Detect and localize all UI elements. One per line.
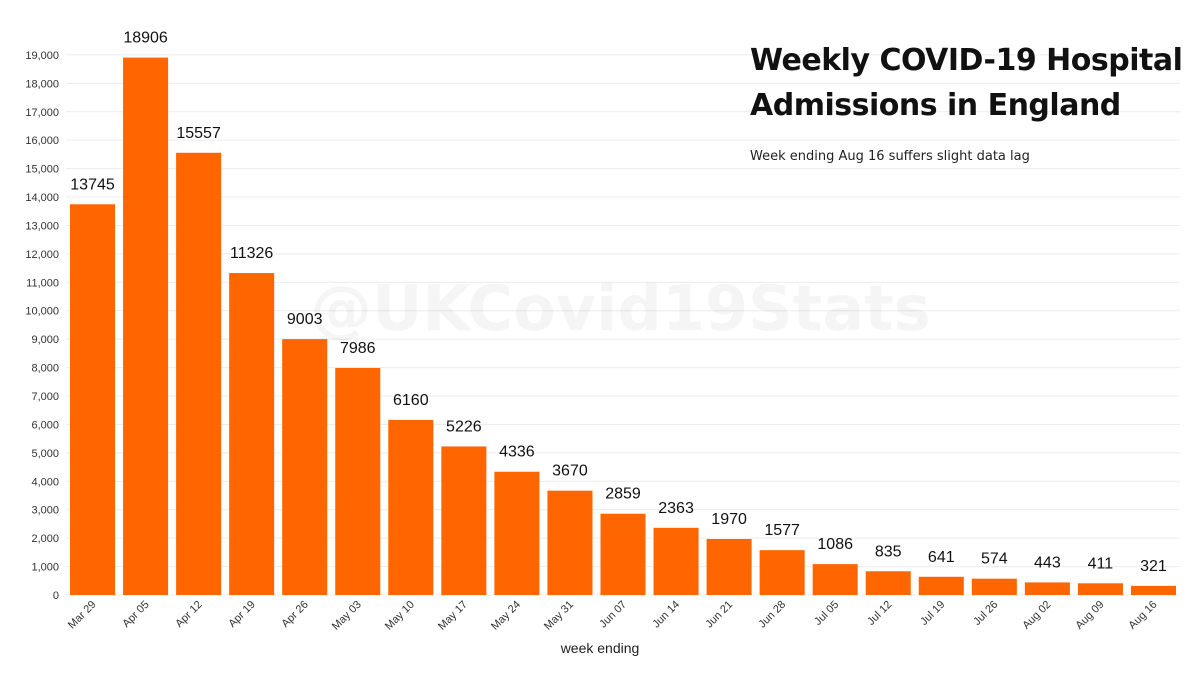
data-label: 15557 [176, 125, 221, 142]
bar [918, 576, 964, 595]
chart-title: Weekly COVID-19 Hospital Admissions in E… [750, 43, 1183, 123]
data-label: 2363 [658, 500, 694, 517]
data-label: 13745 [70, 176, 115, 193]
x-tick-label: Aug 02 [1020, 599, 1053, 632]
data-label: 11326 [230, 245, 273, 262]
y-tick-label: 0 [53, 590, 59, 602]
bar [1024, 582, 1070, 595]
bar [70, 204, 116, 596]
watermark: @UKCovid19Stats [310, 272, 931, 345]
y-tick-label: 9,000 [31, 334, 59, 346]
x-tick-label: Apr 12 [173, 599, 204, 630]
x-tick-label: Apr 05 [120, 599, 151, 630]
y-tick-label: 12,000 [25, 249, 59, 261]
data-label: 4336 [499, 444, 535, 461]
x-tick-label: Jul 26 [971, 599, 1000, 628]
x-tick-label: Mar 29 [66, 599, 99, 632]
y-tick-label: 17,000 [25, 107, 59, 119]
y-tick-label: 11,000 [26, 277, 59, 289]
x-tick-label: May 31 [542, 599, 576, 633]
y-tick-label: 1,000 [31, 562, 59, 574]
data-label: 5226 [446, 418, 482, 435]
bar [971, 578, 1017, 595]
data-label: 411 [1088, 555, 1114, 572]
x-tick-label: May 10 [383, 599, 417, 633]
x-tick-label: Jun 14 [650, 599, 682, 631]
y-tick-label: 15,000 [25, 164, 59, 176]
data-label: 443 [1034, 554, 1061, 571]
y-tick-label: 8,000 [31, 363, 59, 375]
bar [653, 527, 699, 595]
bar [282, 339, 328, 595]
data-label: 7986 [340, 340, 376, 357]
y-tick-label: 2,000 [31, 533, 59, 545]
x-tick-label: Apr 26 [279, 599, 310, 630]
data-label: 3670 [552, 463, 588, 480]
y-tick-label: 10,000 [25, 306, 59, 318]
x-tick-label: Jun 07 [597, 599, 629, 631]
x-axis-ticks: Mar 29 Apr 05 Apr 12 Apr 19 Apr 26 May 03 May … [66, 599, 1160, 633]
x-tick-label: Apr 19 [226, 599, 257, 630]
data-label: 18906 [123, 30, 168, 47]
bar [176, 152, 222, 595]
y-tick-label: 19,000 [25, 50, 59, 62]
bar [812, 564, 858, 595]
bar [1077, 583, 1123, 595]
x-tick-label: Jul 05 [812, 599, 841, 628]
y-tick-label: 3,000 [31, 505, 59, 517]
bar [335, 367, 381, 595]
y-tick-label: 16,000 [25, 135, 59, 147]
data-label: 1970 [711, 511, 747, 528]
data-label: 835 [875, 543, 902, 560]
x-tick-label: May 17 [436, 599, 470, 633]
data-label: 2859 [605, 486, 641, 503]
bar [441, 446, 487, 595]
x-tick-label: May 24 [489, 599, 523, 633]
bar [494, 471, 540, 595]
bar [547, 490, 593, 595]
data-labels: 13745 18906 15557 11326 9003 7986 6160 5226 4336… [70, 30, 1167, 575]
data-label: 641 [928, 549, 955, 566]
bar [706, 539, 752, 595]
y-tick-label: 4,000 [31, 476, 59, 488]
y-tick-label: 14,000 [25, 192, 59, 204]
y-tick-label: 7,000 [31, 391, 59, 403]
bar [229, 273, 275, 595]
data-label: 321 [1140, 558, 1167, 575]
x-tick-label: Jun 21 [703, 599, 735, 631]
bars [70, 57, 1176, 596]
data-label: 9003 [287, 311, 323, 328]
x-tick-label: May 03 [330, 599, 364, 633]
bar [759, 550, 805, 595]
y-axis-ticks: 0 1,000 2,000 3,000 4,000 5,000 6,000 7,000 8,00… [25, 50, 59, 602]
y-tick-label: 6,000 [31, 419, 59, 431]
data-label: 1577 [764, 522, 800, 539]
x-tick-label: Aug 16 [1126, 599, 1159, 632]
data-label: 574 [981, 551, 1008, 568]
chart-subtitle: Week ending Aug 16 suffers slight data l… [750, 149, 1030, 164]
x-axis-label: week ending [560, 640, 640, 656]
x-tick-label: Aug 09 [1073, 599, 1106, 632]
bar [388, 419, 434, 595]
y-tick-label: 13,000 [25, 220, 59, 232]
bar [1130, 585, 1176, 595]
data-label: 6160 [393, 392, 429, 409]
x-tick-label: Jul 12 [865, 599, 894, 628]
bar [600, 513, 646, 595]
x-tick-label: Jun 28 [756, 599, 788, 631]
y-tick-label: 5,000 [31, 448, 59, 460]
x-tick-label: Jul 19 [918, 599, 947, 628]
data-label: 1086 [817, 536, 853, 553]
y-tick-label: 18,000 [25, 78, 59, 90]
bar [123, 57, 169, 595]
bar [865, 571, 911, 595]
